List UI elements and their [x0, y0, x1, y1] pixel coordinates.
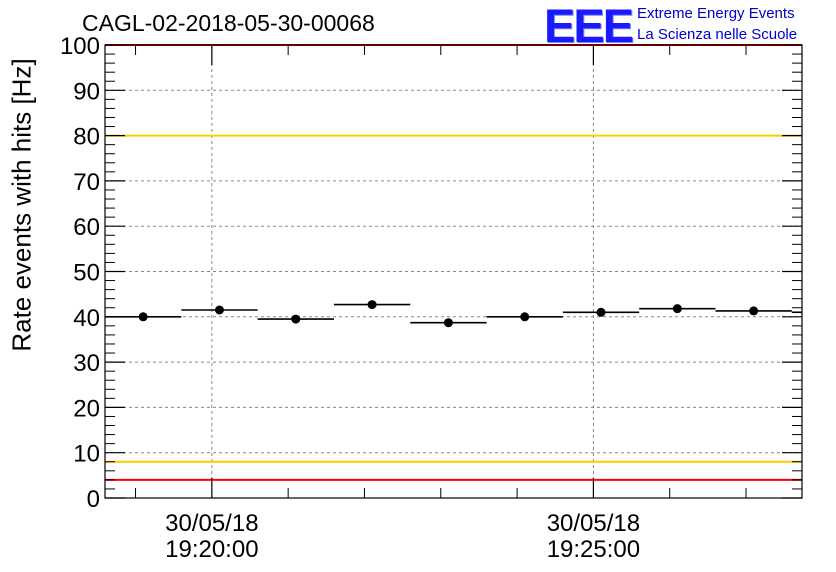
logo-line-2: La Scienza nelle Scuole	[637, 26, 798, 43]
x-tick-label-time: 19:20:00	[165, 536, 258, 563]
data-point	[749, 306, 759, 316]
y-tick-label: 30	[73, 350, 100, 377]
y-tick-label: 40	[73, 305, 100, 332]
y-tick-label: 0	[87, 486, 100, 513]
data-point	[672, 304, 682, 314]
y-tick-label: 60	[73, 214, 100, 241]
y-tick-label: 100	[60, 33, 100, 60]
data-point	[291, 314, 301, 324]
y-tick-label: 10	[73, 441, 100, 468]
x-tick-label-date: 30/05/18	[165, 510, 258, 537]
run-title: CAGL-02-2018-05-30-00068	[82, 10, 375, 36]
y-axis-label: Rate events with hits [Hz]	[6, 58, 37, 352]
data-point	[138, 312, 148, 322]
y-tick-label: 90	[73, 78, 100, 105]
eee-logo-text: Extreme Energy Events La Scienza nelle S…	[637, 3, 797, 45]
x-tick-label-time: 19:25:00	[547, 536, 640, 563]
y-tick-label: 20	[73, 395, 100, 422]
logo-line-1: Extreme Energy Events	[637, 5, 795, 22]
y-tick-label: 70	[73, 169, 100, 196]
data-point	[596, 307, 606, 317]
y-tick-label: 50	[73, 260, 100, 287]
data-point	[367, 300, 377, 310]
data-point	[520, 312, 530, 322]
eee-logo: EEE	[544, 0, 634, 52]
data-point	[443, 318, 453, 328]
data-point	[214, 305, 224, 315]
y-tick-label: 80	[73, 124, 100, 151]
x-tick-label-date: 30/05/18	[547, 510, 640, 537]
